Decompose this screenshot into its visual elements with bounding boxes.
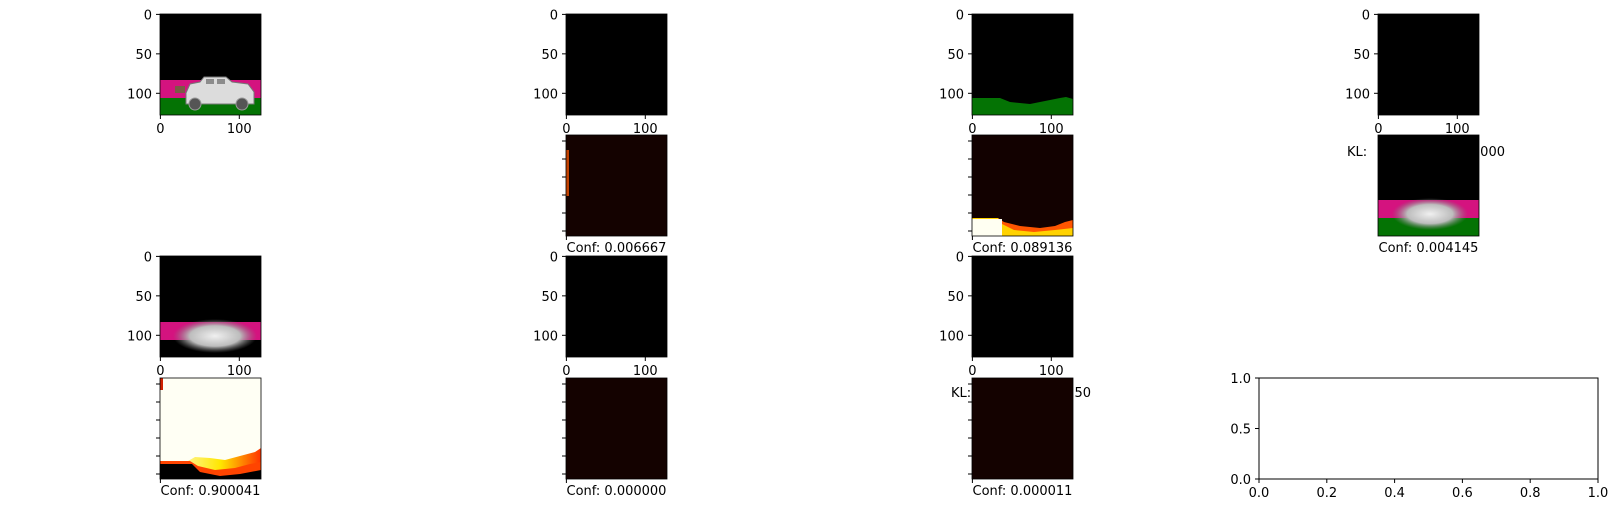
panel-reconstruction-row3	[160, 256, 261, 357]
empty-axes	[1258, 377, 1599, 480]
x-tick-label: 0.0	[1249, 486, 1270, 501]
y-tick-label: 0	[144, 8, 152, 23]
y-tick-label: 100	[1345, 87, 1370, 102]
panel-reconstruction-row2	[1378, 135, 1479, 236]
panel-frame	[565, 13, 668, 116]
y-tick-label: 0	[550, 250, 558, 265]
heatmap-row4-col1	[160, 378, 261, 479]
panel-frame	[159, 13, 262, 116]
panel-frame	[1377, 134, 1480, 237]
kl-label-4: 50	[1074, 386, 1091, 401]
panel-row1-col2	[566, 14, 667, 115]
y-tick-label: 0.5	[1230, 423, 1251, 438]
y-tick-label: 50	[947, 48, 964, 63]
panel-frame	[971, 134, 1074, 237]
x-tick-label: 0.4	[1384, 486, 1405, 501]
panel-row1-col4	[1378, 14, 1479, 115]
panel-frame	[565, 134, 668, 237]
confidence-label: Conf: 0.000011	[973, 484, 1073, 499]
panel-frame	[971, 255, 1074, 358]
x-tick-label: 100	[1445, 122, 1470, 137]
x-tick-label: 1.0	[1588, 486, 1609, 501]
x-tick-label: 0.8	[1520, 486, 1541, 501]
panel-row3-col3	[972, 256, 1073, 357]
x-tick-label: 0	[562, 122, 570, 137]
y-tick-label: 50	[541, 290, 558, 305]
x-tick-label: 0	[156, 364, 164, 379]
x-tick-label: 0	[562, 364, 570, 379]
x-tick-label: 100	[633, 364, 658, 379]
y-tick-label: 0	[956, 8, 964, 23]
y-tick-label: 0	[956, 250, 964, 265]
axes-layer: 0 50 100 0 100 0 50 100 0 100 0 50 100 0 100 0 50 100 0 100…	[127, 8, 1608, 501]
panel-frame	[565, 377, 668, 480]
y-tick-label: 0	[144, 250, 152, 265]
confidence-label: Conf: 0.006667	[567, 241, 667, 256]
y-tick-label: 50	[947, 290, 964, 305]
confidence-label: Conf: 0.089136	[973, 241, 1073, 256]
heatmap-row4-col3	[972, 378, 1073, 479]
y-tick-label: 100	[533, 329, 558, 344]
panel-frame	[971, 13, 1074, 116]
x-tick-label: 100	[227, 364, 252, 379]
y-tick-label: 100	[533, 87, 558, 102]
y-tick-label: 0	[1362, 8, 1370, 23]
y-tick-label: 0.0	[1230, 473, 1251, 488]
x-tick-label: 100	[1039, 364, 1064, 379]
panel-frame	[159, 255, 262, 358]
panel-frame	[565, 255, 668, 358]
panel-frame	[1377, 13, 1480, 116]
kl-label-3: KL:	[951, 386, 971, 401]
x-tick-label: 0	[968, 364, 976, 379]
heatmap-row2-col3	[972, 135, 1073, 236]
x-tick-label: 100	[227, 122, 252, 137]
y-tick-label: 50	[1353, 48, 1370, 63]
panel-frame	[159, 377, 262, 480]
y-tick-label: 100	[127, 329, 152, 344]
x-tick-label: 100	[1039, 122, 1064, 137]
confidence-label: Conf: 0.900041	[161, 484, 261, 499]
car-image	[175, 76, 255, 111]
y-tick-label: 50	[541, 48, 558, 63]
y-tick-label: 0	[550, 8, 558, 23]
panel-frame	[971, 377, 1074, 480]
x-tick-label: 0	[968, 122, 976, 137]
y-tick-label: 100	[939, 329, 964, 344]
x-tick-label: 100	[633, 122, 658, 137]
x-tick-label: 0.2	[1316, 486, 1337, 501]
kl-label-2: 000	[1480, 145, 1505, 160]
x-tick-label: 0	[1374, 122, 1382, 137]
x-tick-label: 0.6	[1452, 486, 1473, 501]
x-tick-label: 0	[156, 122, 164, 137]
kl-label-1: KL:	[1347, 145, 1367, 160]
y-tick-label: 50	[135, 290, 152, 305]
panel-row3-col2	[566, 256, 667, 357]
heatmap-row4-col2	[566, 378, 667, 479]
y-tick-label: 100	[127, 87, 152, 102]
kl-label-row4: KL: 50	[951, 386, 1091, 401]
kl-label-row2: KL: 000	[1347, 145, 1505, 160]
y-tick-label: 100	[939, 87, 964, 102]
panel-row1-col3	[972, 14, 1073, 115]
y-tick-label: 50	[135, 48, 152, 63]
confidence-label: Conf: 0.000000	[567, 484, 667, 499]
y-tick-label: 1.0	[1230, 372, 1251, 387]
heatmap-row2-col2	[566, 135, 667, 236]
confidence-label: Conf: 0.004145	[1379, 241, 1479, 256]
panel-scene-original	[160, 14, 261, 115]
